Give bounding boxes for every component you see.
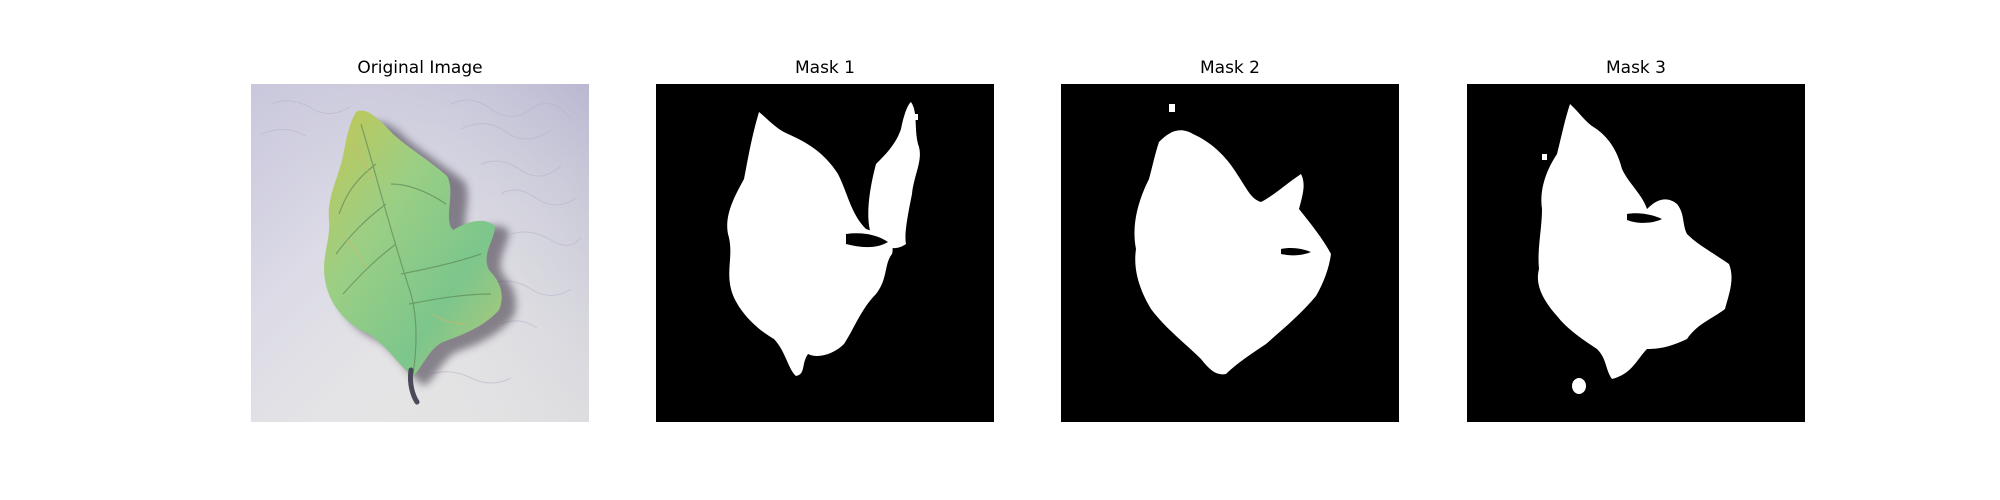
panel-mask-2: Mask 2: [1061, 0, 1399, 500]
panel-title-mask-3: Mask 3: [1605, 58, 1666, 78]
panel-title-mask-2: Mask 2: [1199, 58, 1260, 78]
panel-title-original: Original Image: [357, 58, 483, 78]
panel-original-image: Original Image: [251, 0, 589, 500]
mask-1-image: [656, 84, 994, 422]
original-leaf-image: [251, 84, 589, 422]
mask-2-image: [1061, 84, 1399, 422]
panel-title-mask-1: Mask 1: [794, 58, 855, 78]
panel-mask-1: Mask 1: [656, 0, 994, 500]
panel-mask-3: Mask 3: [1467, 0, 1805, 500]
mask-3-image: [1467, 84, 1805, 422]
